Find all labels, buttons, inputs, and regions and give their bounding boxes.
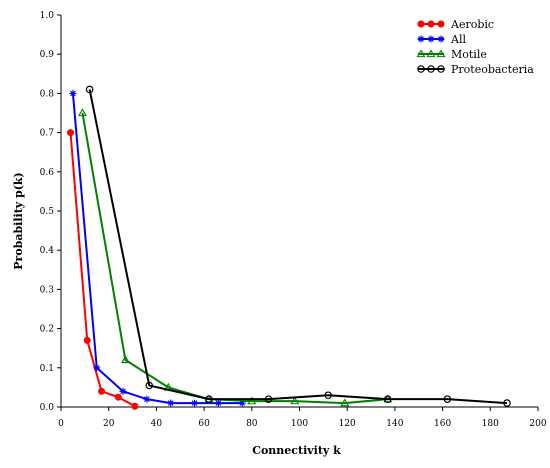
data-point-proteobacteria bbox=[205, 395, 213, 403]
data-point-aerobic bbox=[114, 393, 122, 401]
data-point-aerobic bbox=[131, 402, 139, 410]
data-point-motile bbox=[120, 355, 130, 364]
data-point-all bbox=[167, 399, 175, 407]
x-tick-label: 140 bbox=[386, 419, 403, 429]
y-tick-label: 0.1 bbox=[40, 364, 54, 374]
tick-group: 0.0 0.1 0.2 0.3 0.4 0.5 0.6 0.7 0.8 0.9 1.0 0 20 40 60… bbox=[40, 11, 547, 429]
y-tick-label: 0.4 bbox=[40, 246, 55, 256]
x-tick-label: 100 bbox=[291, 419, 308, 429]
series-motile bbox=[78, 108, 393, 407]
x-tick-label: 80 bbox=[246, 419, 258, 429]
legend-marker-all bbox=[417, 35, 425, 43]
y-tick-label: 0.9 bbox=[40, 50, 55, 60]
x-tick-label: 120 bbox=[339, 419, 356, 429]
data-point-proteobacteria bbox=[264, 395, 273, 403]
legend-marker-proteobacteria bbox=[437, 65, 445, 73]
series-line-motile bbox=[81, 112, 388, 405]
x-tick-label: 20 bbox=[103, 419, 115, 429]
legend-marker-all bbox=[427, 35, 435, 43]
series-layer bbox=[67, 85, 511, 410]
data-point-proteobacteria bbox=[383, 395, 392, 403]
series-proteobacteria bbox=[85, 85, 511, 407]
x-tick-label: 40 bbox=[151, 419, 163, 429]
legend-marker-aerobic bbox=[437, 20, 445, 28]
legend-label-proteobacteria: Proteobacteria bbox=[451, 63, 534, 76]
legend-marker-proteobacteria bbox=[417, 65, 425, 73]
legend-marker-motile bbox=[426, 49, 436, 58]
legend-marker-all bbox=[437, 35, 445, 43]
data-point-motile bbox=[78, 108, 87, 117]
y-axis-title: Probability p(k) bbox=[12, 172, 25, 269]
legend-label-motile: Motile bbox=[451, 48, 487, 61]
data-point-aerobic bbox=[83, 336, 91, 344]
data-point-proteobacteria bbox=[145, 381, 154, 390]
y-tick-label: 0.7 bbox=[40, 129, 55, 139]
data-point-motile bbox=[290, 396, 300, 405]
legend-item-all: All bbox=[417, 33, 466, 46]
y-tick-label: 0.8 bbox=[40, 89, 55, 99]
y-tick-label: 0.2 bbox=[40, 325, 54, 335]
data-point-proteobacteria bbox=[324, 391, 332, 400]
x-tick-label: 60 bbox=[198, 419, 210, 429]
data-point-all bbox=[119, 387, 127, 395]
data-point-aerobic bbox=[67, 129, 75, 137]
series-line-all bbox=[71, 93, 243, 405]
data-point-all bbox=[143, 395, 151, 403]
data-point-proteobacteria bbox=[443, 395, 452, 403]
series-all bbox=[69, 89, 246, 407]
x-axis-title: Connectivity k bbox=[252, 444, 341, 457]
legend-marker-aerobic bbox=[417, 20, 425, 28]
series-aerobic bbox=[67, 129, 139, 410]
legend: Aerobic All Motile Proteobacteria bbox=[416, 18, 534, 76]
data-point-all bbox=[214, 399, 222, 407]
data-point-proteobacteria bbox=[85, 85, 94, 94]
x-tick-label: 180 bbox=[482, 419, 499, 429]
y-tick-label: 0.3 bbox=[40, 285, 55, 295]
legend-item-aerobic: Aerobic bbox=[417, 18, 494, 31]
legend-label-all: All bbox=[450, 33, 466, 46]
data-point-motile bbox=[340, 398, 350, 407]
y-tick-label: 0.0 bbox=[40, 403, 55, 413]
data-point-motile bbox=[247, 396, 257, 405]
y-tick-label: 0.5 bbox=[40, 207, 55, 217]
legend-marker-motile bbox=[416, 49, 426, 58]
legend-item-motile: Motile bbox=[416, 48, 487, 61]
series-line-proteobacteria bbox=[88, 89, 508, 405]
x-tick-label: 200 bbox=[529, 419, 546, 429]
legend-label-aerobic: Aerobic bbox=[450, 18, 494, 31]
data-point-all bbox=[238, 399, 246, 407]
data-point-all bbox=[191, 399, 199, 407]
data-point-all bbox=[93, 364, 101, 372]
y-tick-label: 0.6 bbox=[40, 168, 55, 178]
data-point-proteobacteria bbox=[503, 399, 511, 407]
legend-marker-aerobic bbox=[427, 20, 435, 28]
legend-marker-proteobacteria bbox=[427, 65, 435, 73]
legend-item-proteobacteria: Proteobacteria bbox=[417, 63, 534, 76]
x-tick-label: 160 bbox=[434, 419, 451, 429]
x-tick-label: 0 bbox=[58, 419, 64, 429]
data-point-aerobic bbox=[98, 387, 106, 395]
y-tick-label: 1.0 bbox=[40, 11, 55, 21]
legend-marker-motile bbox=[436, 49, 446, 58]
data-point-all bbox=[69, 89, 77, 97]
